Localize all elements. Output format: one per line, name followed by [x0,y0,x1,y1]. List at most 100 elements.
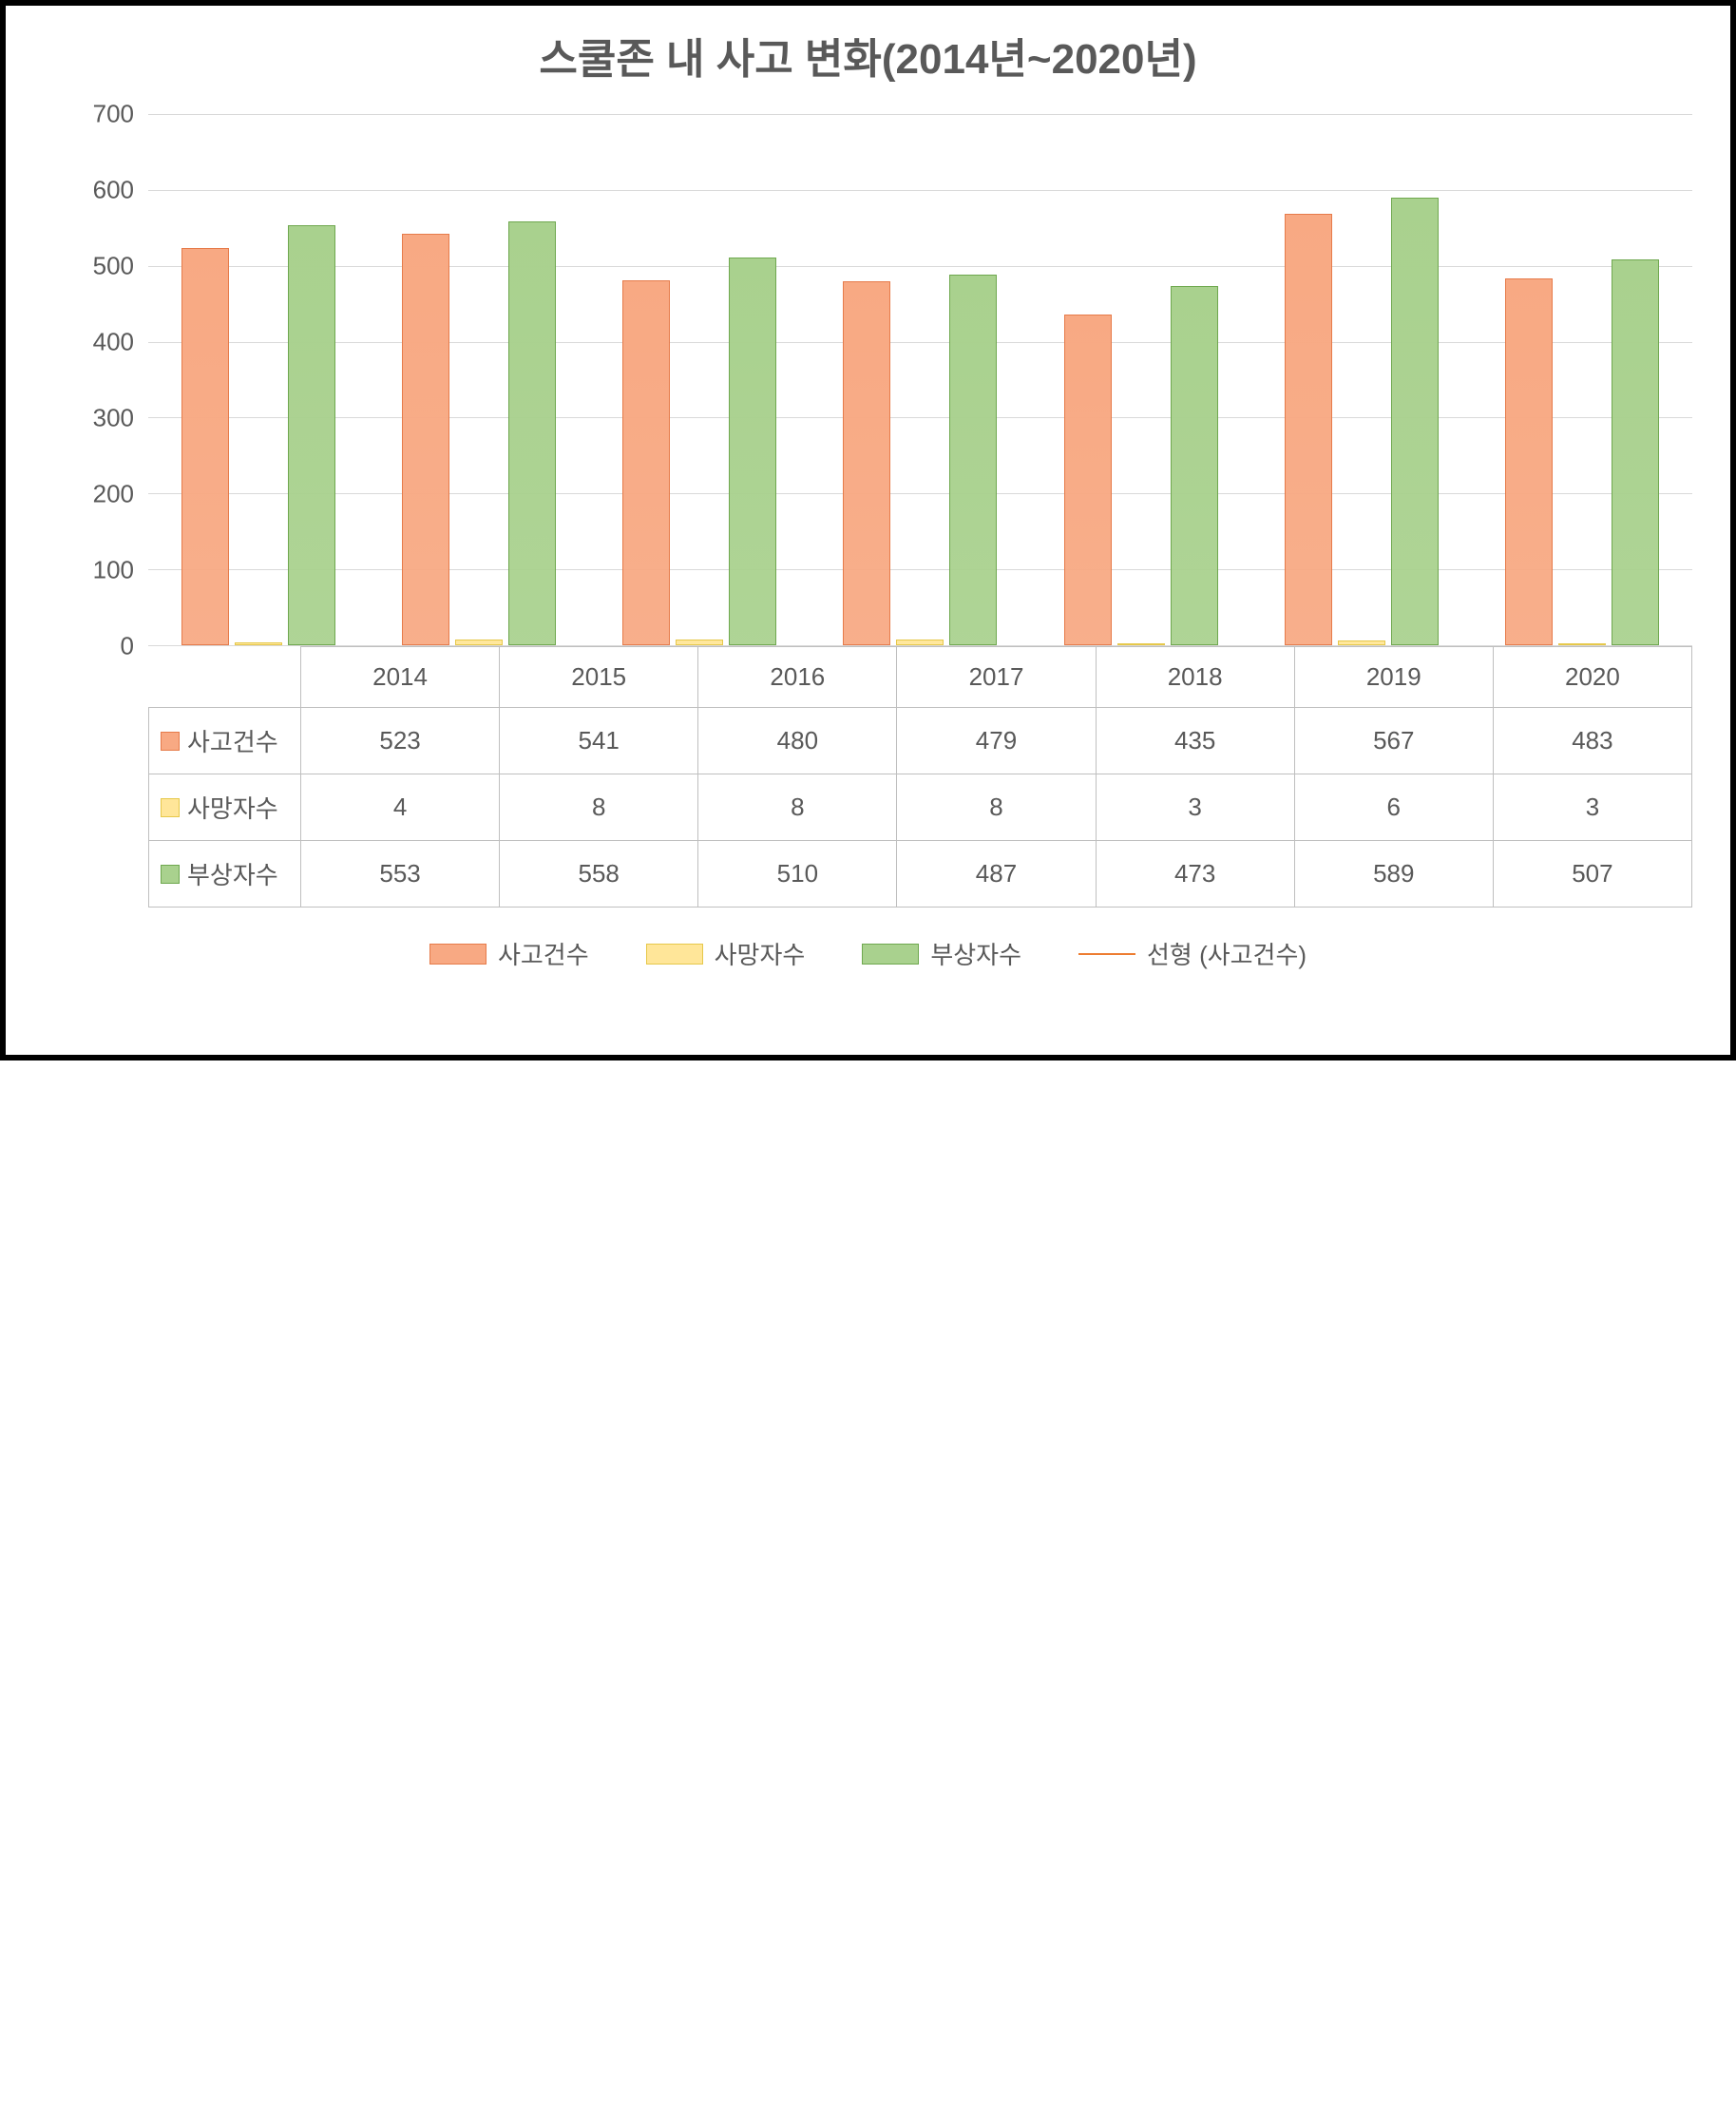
series-name-text: 부상자수 [187,856,278,891]
bar [1285,214,1332,645]
bar-group [1472,259,1692,645]
legend-label: 사망자수 [715,936,806,971]
bar-group [148,225,369,645]
bar-group [1031,286,1251,645]
bar [235,642,282,645]
bar-group [369,221,589,645]
legend-swatch-icon [646,944,703,965]
table-year-cell: 2019 [1294,647,1493,708]
legend-label: 선형 (사고건수) [1147,936,1307,971]
y-tick-label: 200 [93,480,134,509]
table-year-cell: 2017 [897,647,1096,708]
y-tick-label: 600 [93,176,134,205]
table-value-cell: 4 [301,774,500,841]
series-swatch-icon [161,865,180,884]
legend-swatch-icon [429,944,486,965]
bar-group [589,258,810,645]
table-row: 부상자수 553558510487473589507 [149,841,1692,908]
bar [1612,259,1659,645]
gridline [148,114,1692,115]
table-row: 사망자수4888363 [149,774,1692,841]
legend-label: 부상자수 [930,936,1021,971]
legend-swatch-icon [862,944,919,965]
legend-item: 사고건수 [429,936,589,971]
bar [1338,640,1385,645]
bar [402,234,449,645]
legend-item: 부상자수 [862,936,1021,971]
table-year-cell: 2016 [698,647,897,708]
gridline [148,190,1692,191]
table-value-cell: 541 [500,708,698,774]
table-value-cell: 479 [897,708,1096,774]
table-year-cell: 2015 [500,647,698,708]
table-value-cell: 8 [698,774,897,841]
table-value-cell: 483 [1493,708,1691,774]
table-value-cell: 480 [698,708,897,774]
bar [455,640,503,645]
bar [1171,286,1218,645]
table-value-cell: 6 [1294,774,1493,841]
bar [676,640,723,645]
bar [508,221,556,645]
table-value-cell: 523 [301,708,500,774]
bar [729,258,776,645]
table-value-cell: 567 [1294,708,1493,774]
table-header-row: 2014201520162017201820192020 [149,647,1692,708]
bar [181,248,229,645]
bars-region [148,114,1692,646]
series-name-text: 사고건수 [187,723,278,758]
y-tick-label: 300 [93,404,134,433]
bar [1064,315,1112,645]
series-swatch-icon [161,798,180,817]
y-tick-label: 0 [121,632,134,661]
bar [949,275,997,645]
table-year-cell: 2020 [1493,647,1691,708]
bar [1391,198,1439,645]
series-name-text: 사망자수 [187,790,278,825]
bar [843,281,890,645]
bar [1505,278,1553,645]
bar [1558,643,1606,645]
bar [1117,643,1165,645]
table-value-cell: 558 [500,841,698,908]
table-value-cell: 589 [1294,841,1493,908]
table-row: 사고건수 523541480479435567483 [149,708,1692,774]
table-value-cell: 507 [1493,841,1691,908]
legend: 사고건수 사망자수 부상자수 선형 (사고건수) [44,936,1692,971]
series-swatch-icon [161,732,180,751]
legend-line-icon [1078,953,1135,955]
table-value-cell: 3 [1096,774,1294,841]
chart-body: 0100200300400500600700 [44,114,1692,646]
table-blank-cell [149,647,301,708]
table-row-label: 사망자수 [149,774,301,841]
legend-item: 사망자수 [646,936,806,971]
bar [622,280,670,645]
data-table: 2014201520162017201820192020사고건수52354148… [148,646,1692,908]
table-value-cell: 8 [897,774,1096,841]
table-value-cell: 487 [897,841,1096,908]
chart-title: 스쿨존 내 사고 변화(2014년~2020년) [44,25,1692,86]
plot-area: 0100200300400500600700 20142015201620172… [44,114,1692,1026]
y-tick-label: 700 [93,100,134,129]
bar-group [810,275,1030,645]
table-value-cell: 510 [698,841,897,908]
table-row-label: 사고건수 [149,708,301,774]
table-value-cell: 553 [301,841,500,908]
y-axis: 0100200300400500600700 [44,114,148,646]
bar-group [1251,198,1472,645]
legend-label: 사고건수 [498,936,589,971]
bar [288,225,335,645]
y-tick-label: 400 [93,328,134,357]
table-row-label: 부상자수 [149,841,301,908]
table-value-cell: 435 [1096,708,1294,774]
table-value-cell: 473 [1096,841,1294,908]
chart-container: 스쿨존 내 사고 변화(2014년~2020년) 0 100 200 300 400 50… [0,0,1736,1060]
y-tick-label: 100 [93,556,134,585]
bar [896,640,944,645]
table-value-cell: 3 [1493,774,1691,841]
legend-item: 선형 (사고건수) [1078,936,1307,971]
y-tick-label: 500 [93,252,134,281]
table-year-cell: 2018 [1096,647,1294,708]
table-value-cell: 8 [500,774,698,841]
table-year-cell: 2014 [301,647,500,708]
